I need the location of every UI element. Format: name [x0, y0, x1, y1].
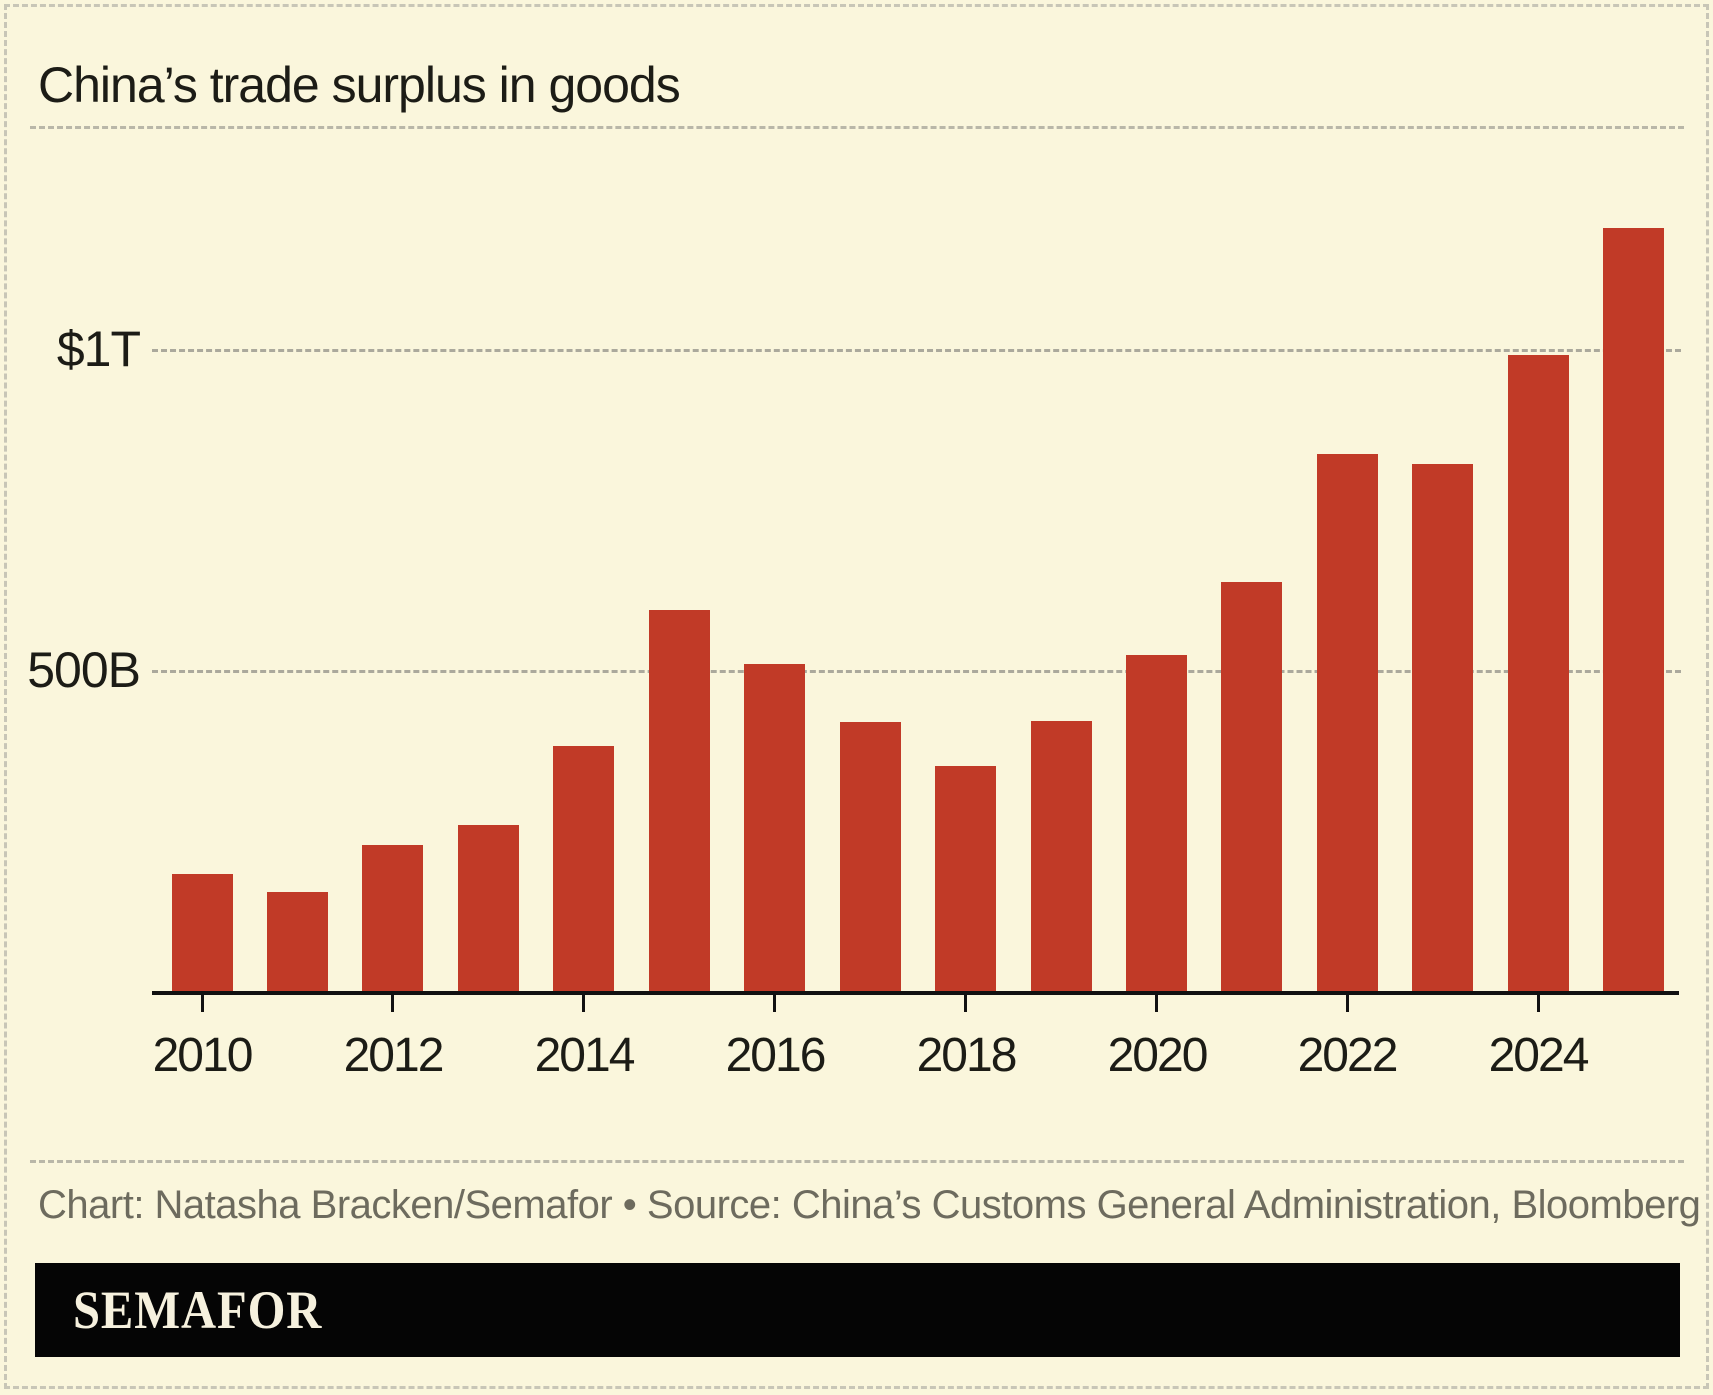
- y-axis-label-500B: 500B: [27, 642, 141, 698]
- x-axis-label-2012: 2012: [343, 1029, 445, 1082]
- bar-2019: [1031, 721, 1092, 991]
- bar-2011: [267, 892, 328, 991]
- bar-2012: [362, 845, 423, 991]
- footer-credit: Chart: Natasha Bracken/Semafor • Source:…: [38, 1183, 1701, 1227]
- bar-2020: [1126, 655, 1187, 991]
- header-separator: [30, 126, 1684, 129]
- y-gridline-500B: [152, 670, 1681, 673]
- x-axis-label-2016: 2016: [725, 1029, 827, 1082]
- x-tick-2014: [582, 991, 585, 1012]
- chart-title: China’s trade surplus in goods: [38, 56, 681, 113]
- bar-2017: [840, 722, 901, 991]
- bar-2016: [744, 664, 805, 991]
- bar-2018: [935, 766, 996, 991]
- x-axis-label-2014: 2014: [534, 1029, 636, 1082]
- x-tick-2018: [964, 991, 967, 1012]
- y-gridline-$1T: [152, 349, 1681, 352]
- x-axis-line: [152, 991, 1679, 995]
- bar-2010: [172, 874, 233, 991]
- bar-2022: [1317, 454, 1378, 991]
- x-axis-label-2022: 2022: [1297, 1029, 1399, 1082]
- bar-2024: [1508, 355, 1569, 991]
- x-axis-label-2024: 2024: [1488, 1029, 1590, 1082]
- bar-2013: [458, 825, 519, 991]
- brand-bar: SEMAFOR: [35, 1263, 1680, 1357]
- x-tick-2010: [201, 991, 204, 1012]
- x-tick-2022: [1346, 991, 1349, 1012]
- bar-2015: [649, 610, 710, 991]
- bar-2014: [553, 746, 614, 991]
- x-tick-2020: [1155, 991, 1158, 1012]
- x-tick-2012: [391, 991, 394, 1012]
- bar-2021: [1221, 582, 1282, 991]
- semafor-logo: SEMAFOR: [73, 1280, 323, 1340]
- y-axis-label-$1T: $1T: [56, 321, 141, 377]
- bar-2023: [1412, 464, 1473, 991]
- x-tick-2016: [773, 991, 776, 1012]
- bar-2025: [1603, 228, 1664, 991]
- x-axis-label-2020: 2020: [1107, 1029, 1209, 1082]
- footer-separator: [30, 1160, 1684, 1163]
- x-axis-label-2018: 2018: [916, 1029, 1018, 1082]
- x-tick-2024: [1537, 991, 1540, 1012]
- x-axis-label-2010: 2010: [152, 1029, 254, 1082]
